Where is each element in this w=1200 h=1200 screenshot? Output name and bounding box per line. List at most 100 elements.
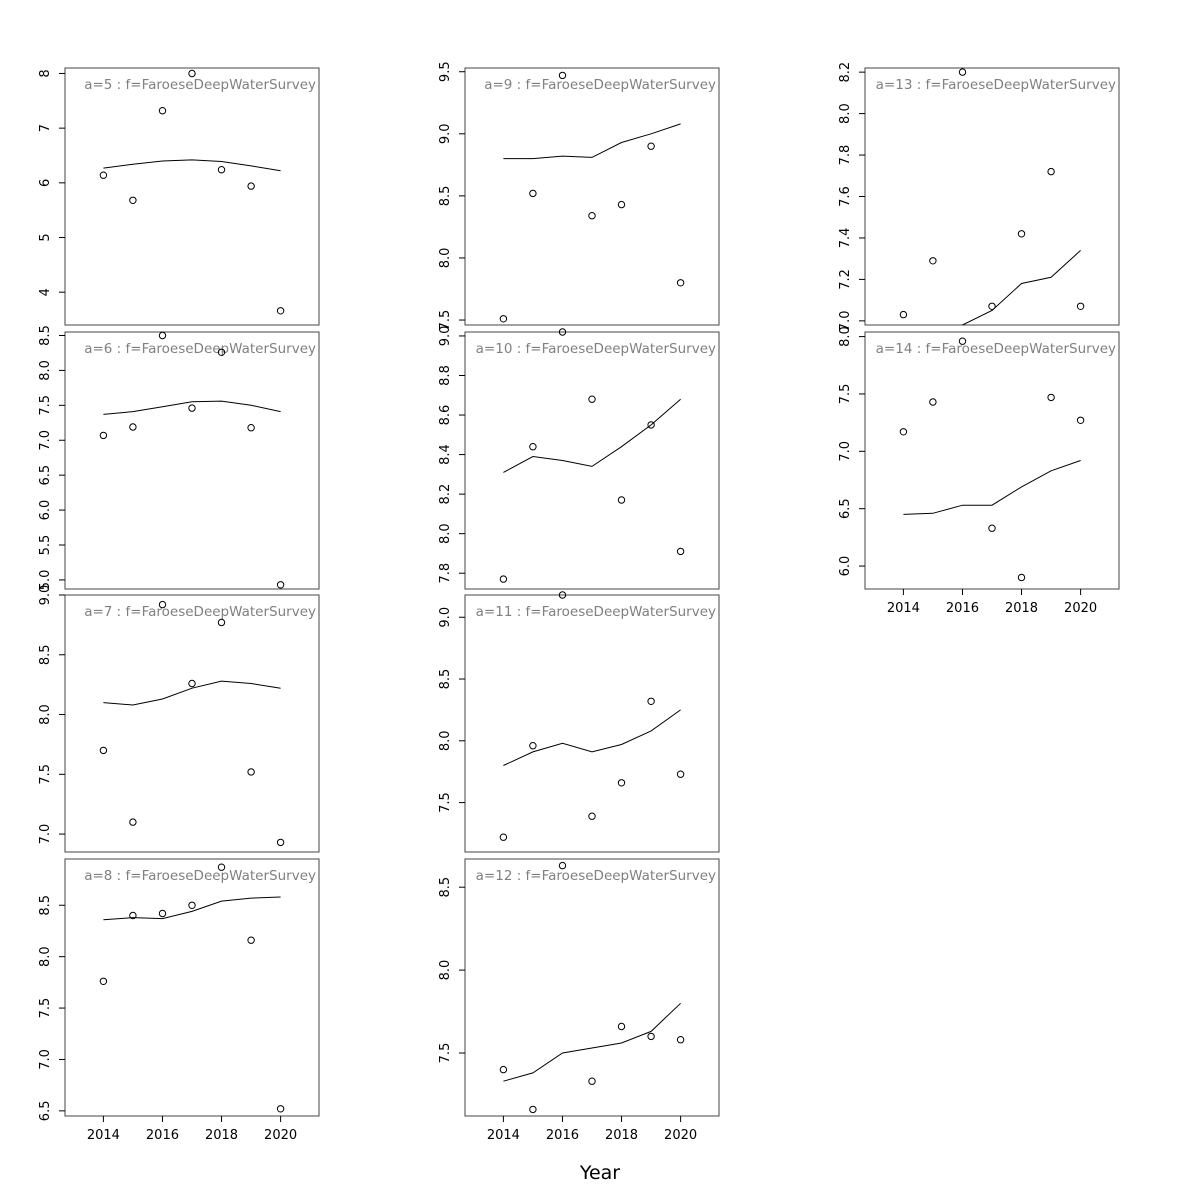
x-tick-label: 2020 [664, 1128, 697, 1143]
panel-title: a=12 : f=FaroeseDeepWaterSurvey [476, 868, 716, 884]
observed-point [158, 909, 167, 918]
observed-point [499, 575, 508, 583]
observed-point [529, 742, 537, 750]
panel: a=10 : f=FaroeseDeepWaterSurvey 7.8 8.0 8.2… [438, 326, 720, 590]
panel: a=11 : f=FaroeseDeepWaterSurvey 7.5 8.0 8.5… [438, 591, 720, 853]
observed-point [188, 901, 196, 909]
panel-title: a=7 : f=FaroeseDeepWaterSurvey [84, 604, 316, 620]
panel: a=6 : f=FaroeseDeepWaterSurvey 5.0 5.5 6.0 6… [38, 325, 320, 590]
y-tick-label: 8.8 [438, 365, 453, 386]
panel: a=14 : f=FaroeseDeepWaterSurvey 6.0 6.5 7.0… [838, 326, 1120, 616]
fitted-line [903, 460, 1081, 515]
panel-frame [64, 331, 320, 590]
observed-point [247, 424, 255, 432]
y-tick-label: 8.0 [438, 730, 453, 751]
y-tick-label: 8.2 [838, 62, 853, 83]
observed-point [1047, 393, 1055, 402]
fitted-line [503, 398, 681, 473]
observed-point [129, 911, 137, 920]
x-tick-label: 2014 [487, 1128, 520, 1143]
y-tick-label: 7.0 [38, 430, 53, 451]
y-tick-label: 8.5 [438, 877, 453, 898]
observed-point [99, 746, 108, 755]
panel-frame [464, 594, 720, 853]
observed-point [129, 818, 137, 826]
observed-point [558, 71, 567, 80]
fitted-line [103, 400, 281, 415]
observed-point [158, 331, 167, 340]
observed-point [617, 1022, 626, 1031]
panel: a=13 : f=FaroeseDeepWaterSurvey 7.0 7.2 7.4… [838, 62, 1120, 331]
x-tick-label: 2014 [887, 601, 920, 616]
fitted-line [503, 123, 681, 160]
panel: a=12 : f=FaroeseDeepWaterSurvey 7.5 8.0 8.5… [438, 858, 720, 1143]
observed-point [158, 600, 167, 609]
panel-title: a=9 : f=FaroeseDeepWaterSurvey [484, 77, 716, 93]
panel-title: a=5 : f=FaroeseDeepWaterSurvey [84, 77, 316, 93]
observed-point [588, 212, 596, 220]
observed-point [129, 196, 137, 205]
observed-point [958, 68, 967, 76]
y-tick-label: 8.0 [438, 248, 453, 269]
observed-point [529, 189, 537, 198]
observed-point [1047, 167, 1055, 176]
observed-point [899, 428, 908, 436]
observed-point [647, 142, 655, 150]
observed-point [558, 328, 567, 336]
y-tick-label: 6.5 [38, 465, 53, 486]
observed-point [617, 496, 626, 504]
y-tick-label: 8 [38, 69, 53, 77]
panel: a=9 : f=FaroeseDeepWaterSurvey 7.5 8.0 8.5 9… [438, 61, 720, 331]
y-tick-label: 6.5 [838, 498, 853, 519]
observed-point [188, 69, 196, 78]
y-tick-label: 7.5 [438, 310, 453, 331]
observed-point [899, 310, 908, 319]
y-tick-label: 7.8 [838, 145, 853, 166]
panel-title: a=11 : f=FaroeseDeepWaterSurvey [476, 604, 716, 620]
observed-point [1017, 230, 1026, 238]
panel-frame [64, 858, 320, 1117]
y-tick-label: 8.0 [838, 326, 853, 347]
y-tick-label: 8.5 [438, 669, 453, 690]
observed-point [1076, 416, 1085, 424]
observed-point [499, 315, 508, 323]
panel-title: a=6 : f=FaroeseDeepWaterSurvey [84, 341, 316, 357]
observed-point [929, 398, 937, 406]
panel-title: a=8 : f=FaroeseDeepWaterSurvey [84, 868, 316, 884]
y-tick-label: 8.5 [38, 895, 53, 916]
y-tick-label: 7.5 [438, 792, 453, 813]
y-tick-label: 4 [38, 288, 53, 296]
observed-point [217, 348, 226, 356]
panel-frame [464, 858, 720, 1117]
panel-frame [464, 67, 720, 326]
observed-point [647, 1032, 655, 1041]
x-tick-label: 2014 [87, 1128, 120, 1143]
x-tick-label: 2018 [1005, 601, 1038, 616]
observed-point [276, 307, 285, 315]
x-tick-label: 2020 [1064, 601, 1097, 616]
y-tick-label: 7.4 [838, 228, 853, 249]
observed-point [99, 431, 108, 440]
y-tick-label: 7.2 [838, 269, 853, 290]
observed-point [99, 977, 108, 985]
y-tick-label: 7.0 [38, 824, 53, 845]
observed-point [988, 302, 996, 310]
observed-point [499, 1065, 508, 1074]
observed-point [988, 524, 996, 532]
y-tick-label: 7.0 [38, 1049, 53, 1070]
fitted-line [103, 896, 281, 921]
observed-point [588, 395, 596, 403]
panel: a=8 : f=FaroeseDeepWaterSurvey 6.5 7.0 7.5 8… [38, 858, 320, 1143]
observed-point [188, 679, 196, 688]
observed-point [617, 779, 626, 787]
observed-point [647, 697, 655, 705]
y-tick-label: 8.5 [38, 644, 53, 665]
panel-frame [64, 67, 320, 326]
observed-point [617, 200, 626, 209]
observed-point [1017, 573, 1026, 582]
observed-point [276, 838, 285, 847]
y-tick-label: 7.5 [38, 998, 53, 1019]
panel: a=5 : f=FaroeseDeepWaterSurvey 4 5 6 7 8 [38, 67, 320, 326]
panel-grid: a=5 : f=FaroeseDeepWaterSurvey 4 5 6 7 8 a=6 :… [38, 61, 1120, 1143]
